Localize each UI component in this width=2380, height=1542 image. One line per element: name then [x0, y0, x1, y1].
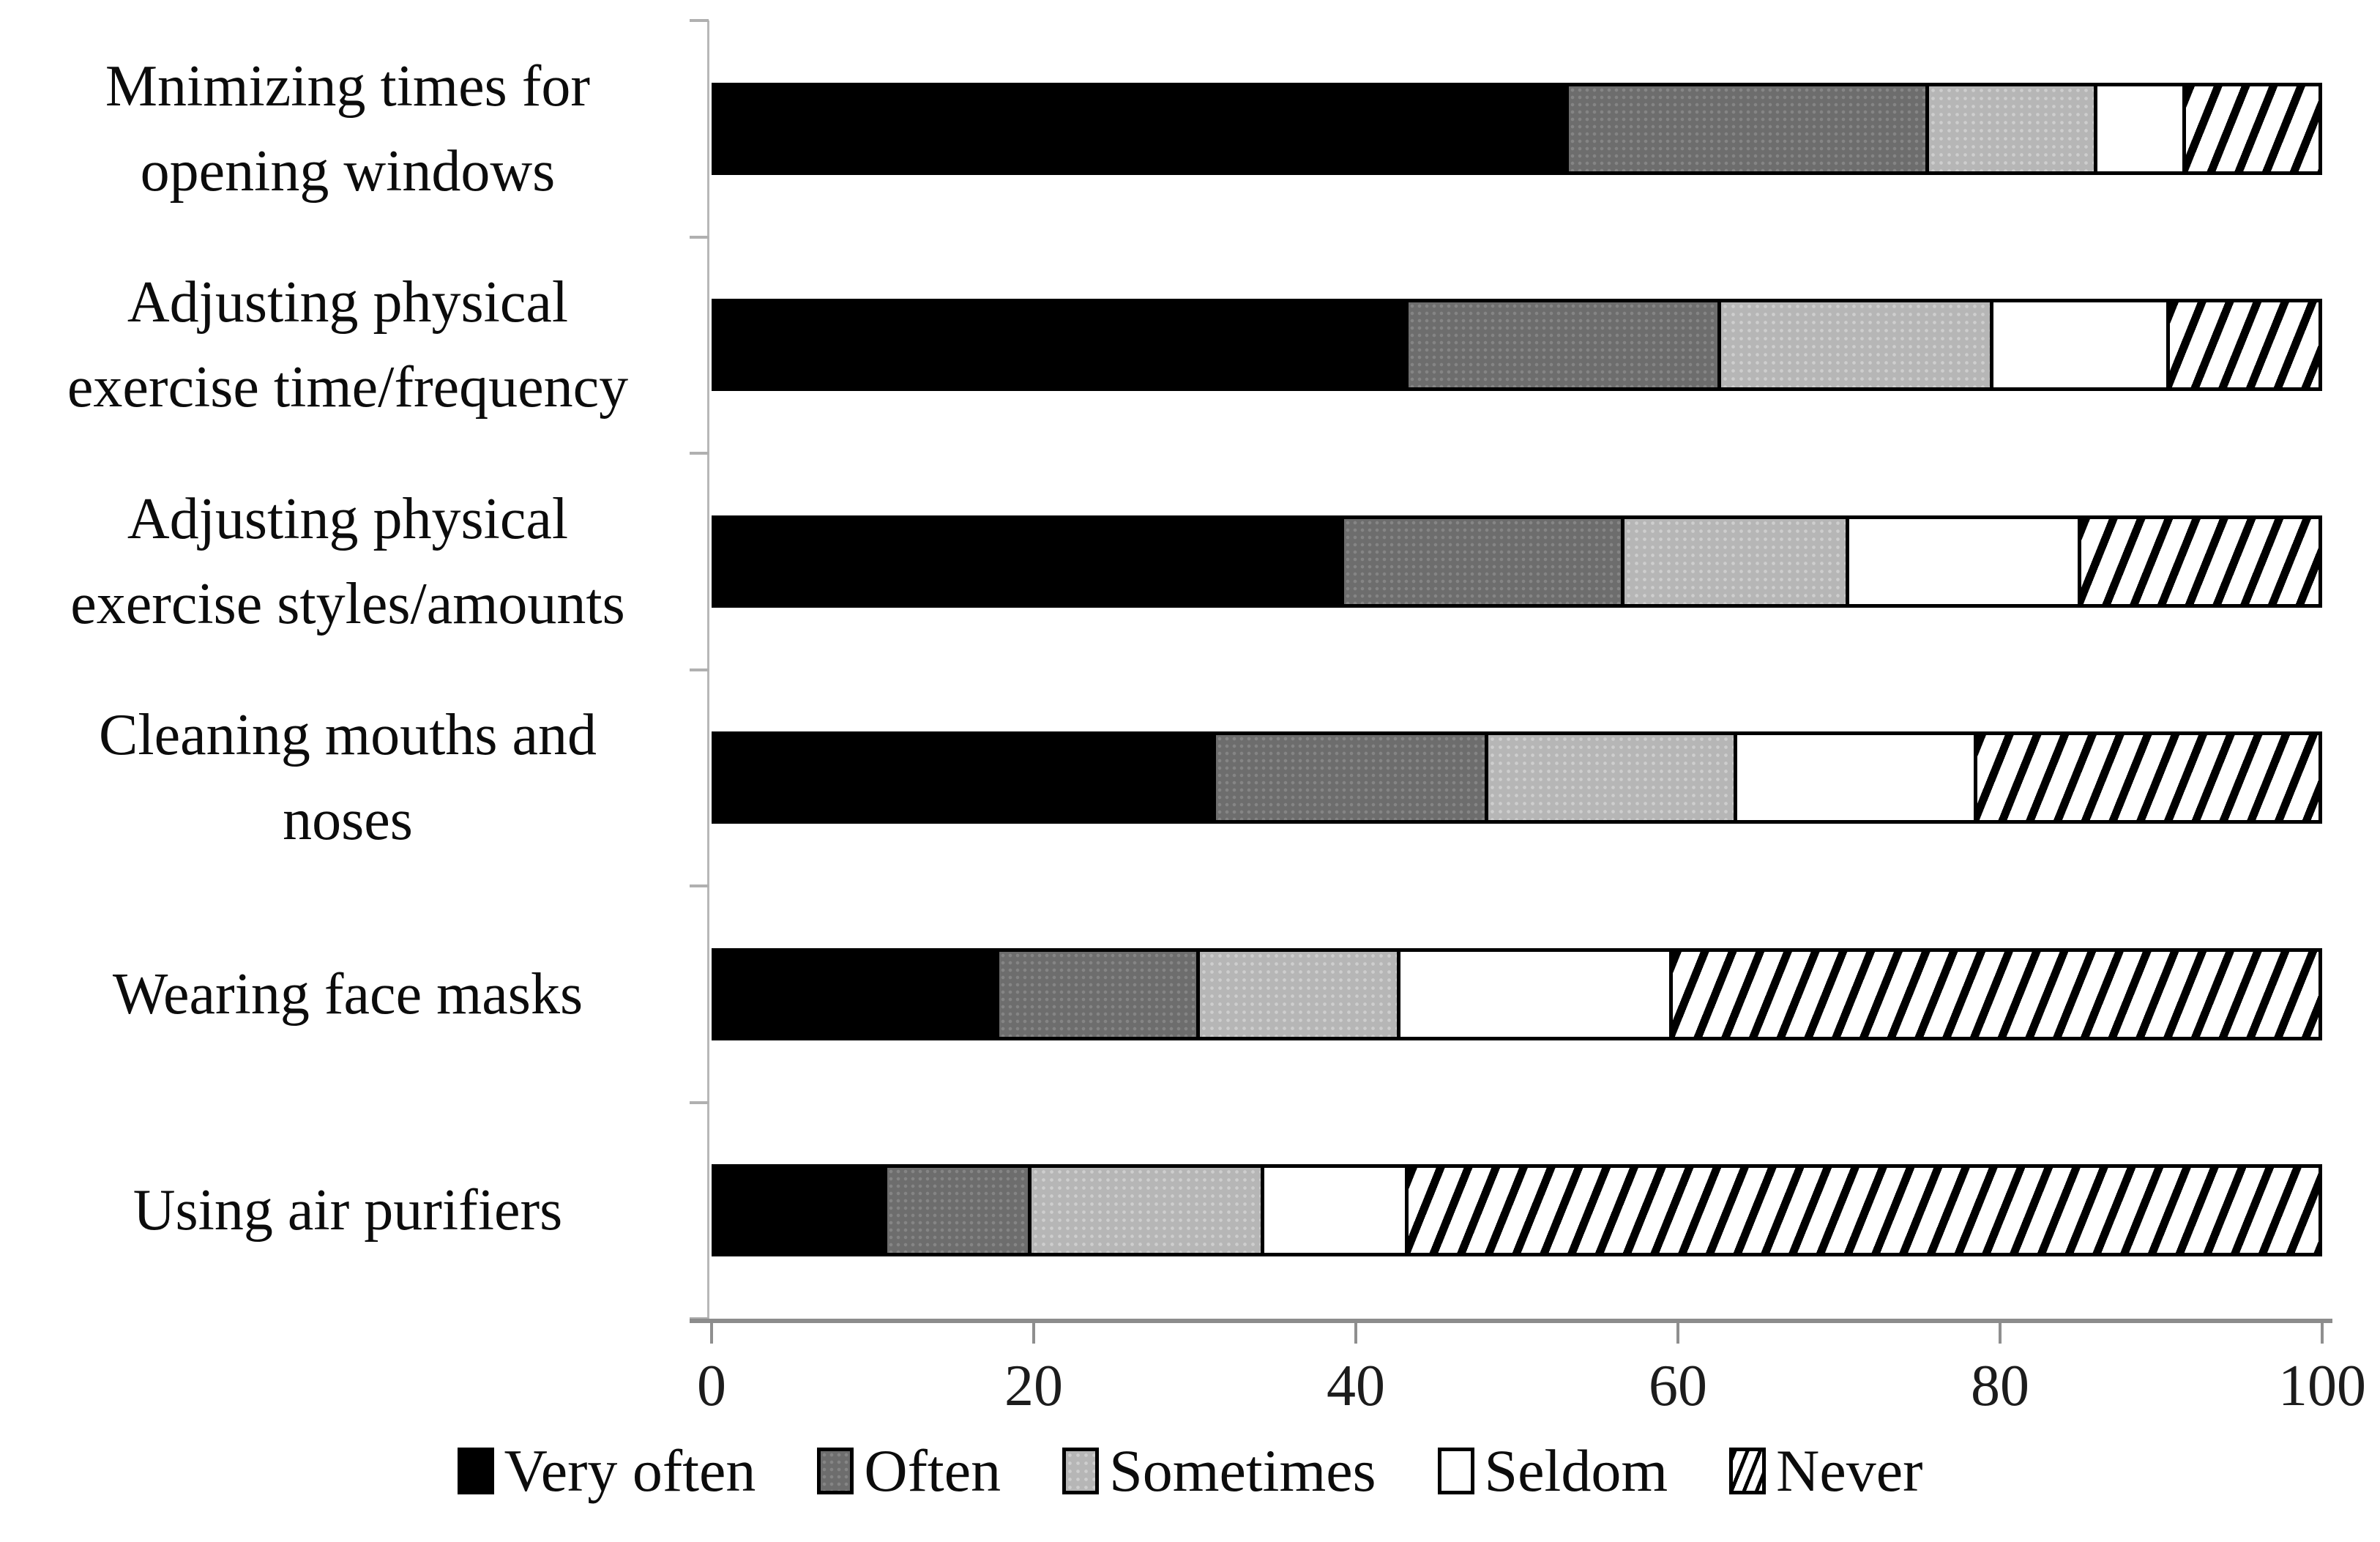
legend-swatch-seldom [1437, 1448, 1474, 1494]
bar-segment-never [1974, 735, 2319, 821]
bar-segment-seldom [1845, 518, 2078, 604]
category-label: Adjusting physical exercise time/frequen… [67, 270, 629, 420]
x-axis-tick [2321, 1323, 2324, 1344]
legend-swatch-very-often [457, 1448, 494, 1494]
legend-swatch-never [1729, 1448, 1767, 1494]
legend-swatch-often [817, 1448, 854, 1494]
category-row: Wearing face masks [0, 886, 2380, 1103]
legend-label: Sometimes [1109, 1437, 1376, 1504]
bar-segment-seldom [2094, 86, 2182, 171]
bar-segment-never [1669, 951, 2319, 1037]
legend-label: Never [1776, 1437, 1923, 1504]
bar-segment-often [996, 951, 1196, 1037]
legend-item-never: Never [1729, 1437, 1922, 1505]
bar-segment-sometimes [1621, 518, 1846, 604]
category-row: Cleaning mouths and noses [0, 670, 2380, 887]
x-axis-tick-label: 20 [1004, 1354, 1063, 1418]
x-axis-tick [710, 1323, 713, 1344]
category-label: Wearing face masks [112, 961, 583, 1027]
legend-label: Often [864, 1437, 1001, 1504]
legend-label: Very often [504, 1437, 756, 1504]
category-label: Adjusting physical exercise styles/amoun… [70, 486, 625, 636]
x-axis-tick [1032, 1323, 1035, 1344]
bar-segment-often [1212, 735, 1485, 821]
bar-segment-often [1564, 86, 1926, 171]
x-axis-tick-label: 100 [2278, 1354, 2366, 1418]
category-label: Mnimizing times for opening windows [105, 53, 591, 204]
x-axis-tick [1676, 1323, 1679, 1344]
x-axis-tick [1999, 1323, 2002, 1344]
category-rows: Mnimizing times for opening windows Adju… [0, 21, 2380, 1319]
bar-segment-very-often [715, 951, 996, 1037]
bar-segment-sometimes [1028, 1168, 1261, 1254]
bar-segment-seldom [1990, 302, 2166, 388]
y-axis-tick [690, 884, 709, 887]
bar-segment-seldom [1396, 951, 1670, 1037]
bar-segment-sometimes [1485, 735, 1734, 821]
bar-segment-never [2078, 518, 2319, 604]
category-row: Adjusting physical exercise styles/amoun… [0, 453, 2380, 670]
bar-segment-often [1404, 302, 1717, 388]
x-axis-tick [1354, 1323, 1357, 1344]
bar-segment-often [1340, 518, 1622, 604]
y-axis-tick [690, 235, 709, 239]
stacked-bar [712, 299, 2322, 392]
category-label: Cleaning mouths and noses [99, 703, 597, 853]
bar-segment-very-often [715, 518, 1341, 604]
bar-segment-sometimes [1925, 86, 2094, 171]
legend-item-very-often: Very often [457, 1437, 756, 1505]
x-axis-line [690, 1319, 2332, 1323]
x-axis-tick-label: 0 [697, 1354, 726, 1418]
bar-segment-very-often [715, 735, 1212, 821]
y-axis-tick [690, 452, 709, 455]
legend-item-often: Often [817, 1437, 1001, 1505]
bar-segment-never [2165, 302, 2319, 388]
bar-segment-seldom [1733, 735, 1974, 821]
legend-swatch-sometimes [1062, 1448, 1100, 1494]
x-axis-tick-label: 80 [1971, 1354, 2029, 1418]
stacked-bar [712, 947, 2322, 1040]
bar-segment-often [883, 1168, 1029, 1254]
x-axis-tick-label: 60 [1649, 1354, 1707, 1418]
legend: Very often Often Sometimes Seldom Never [0, 1437, 2380, 1505]
bar-segment-very-often [715, 86, 1565, 171]
bar-segment-very-often [715, 302, 1405, 388]
stacked-bar [712, 731, 2322, 824]
bar-segment-very-often [715, 1168, 884, 1254]
legend-item-sometimes: Sometimes [1062, 1437, 1376, 1505]
y-axis-tick [690, 1100, 709, 1104]
category-row: Mnimizing times for opening windows [0, 21, 2380, 237]
bar-segment-never [1404, 1168, 2319, 1254]
legend-item-seldom: Seldom [1437, 1437, 1668, 1505]
y-axis-tick [690, 19, 709, 22]
y-axis-tick [690, 668, 709, 671]
bar-segment-seldom [1260, 1168, 1405, 1254]
category-label: Using air purifiers [133, 1178, 563, 1243]
bar-segment-never [2182, 86, 2319, 171]
legend-label: Seldom [1484, 1437, 1668, 1504]
category-row: Adjusting physical exercise time/frequen… [0, 237, 2380, 454]
stacked-bar [712, 1164, 2322, 1257]
stacked-bar [712, 82, 2322, 175]
stacked-bar [712, 515, 2322, 608]
category-row: Using air purifiers [0, 1103, 2380, 1319]
bar-segment-sometimes [1717, 302, 1991, 388]
x-axis-tick-label: 40 [1327, 1354, 1385, 1418]
bar-segment-sometimes [1196, 951, 1397, 1037]
